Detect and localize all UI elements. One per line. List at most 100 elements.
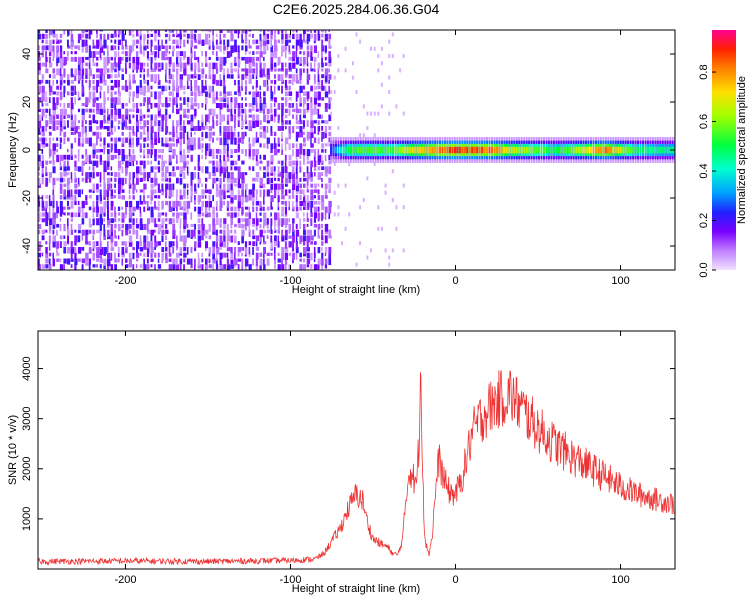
spectrogram-cell (132, 264, 135, 270)
spectrogram-cell (45, 45, 49, 51)
spectrogram-cell (67, 206, 71, 210)
spectrogram-cell (128, 235, 133, 243)
spectrogram-cell (310, 252, 313, 261)
spectrogram-cell (277, 241, 280, 248)
spectrogram-cell (223, 33, 226, 38)
spectrogram-cell (41, 137, 46, 145)
spectrogram-cell (223, 235, 226, 242)
spectrogram-cell (96, 103, 100, 111)
spectrogram-cell (255, 195, 258, 201)
spectrogram-cell (52, 149, 56, 155)
spectrogram-cell (125, 212, 127, 219)
spectrogram-cell (362, 104, 365, 109)
spectrogram-cell (139, 120, 142, 125)
spectrogram-cell (110, 137, 113, 142)
spectrogram-cell (288, 131, 291, 140)
spectrogram-cell (114, 154, 117, 159)
spectrogram-cell (303, 206, 306, 210)
spectrogram-cell (223, 160, 227, 168)
spectrogram-cell (45, 97, 48, 103)
spectrogram-cell (56, 39, 60, 44)
spectrogram-cell (150, 126, 154, 133)
spectrogram-cell (230, 223, 233, 229)
signal-band-cell (513, 146, 516, 154)
spectrogram-cell (324, 154, 327, 162)
spectrogram-cell (176, 189, 179, 198)
spectrogram-cell (212, 45, 215, 51)
spectrogram-cell (143, 252, 146, 257)
spectrogram-cell (317, 131, 320, 135)
spectrogram-cell (205, 62, 208, 67)
spectrogram-cell (237, 103, 241, 109)
spectrogram-cell (263, 91, 266, 97)
spectrogram-cell (176, 154, 178, 162)
spectrogram-cell (63, 126, 66, 130)
spectrogram-cell (132, 177, 135, 185)
colorbar-tick-label: 0.8 (698, 64, 710, 79)
spectrogram-cell (277, 103, 281, 110)
spectrogram-cell (281, 74, 284, 82)
spectrogram-cell (281, 200, 285, 205)
spectrogram-cell (139, 189, 144, 193)
spectrogram-cell (52, 74, 56, 79)
spectrogram-cell (88, 247, 92, 254)
spectrogram-cell (281, 85, 283, 94)
spectrogram-cell (303, 56, 306, 65)
spectrogram-cell (237, 154, 241, 161)
spectrogram-cell (59, 131, 62, 136)
spectrogram-cell (241, 56, 245, 61)
spectrogram-cell (74, 120, 77, 127)
spectrogram-cell (154, 51, 157, 58)
spectrogram-cell (299, 183, 302, 189)
spectrogram-cell (67, 195, 71, 200)
spectrogram-cell (85, 45, 88, 53)
colorbar-ticks: 0.00.20.40.60.8 (698, 64, 716, 278)
spectrogram-cell (299, 264, 303, 270)
spectrogram-cell (317, 235, 321, 239)
spectrogram-cell (263, 166, 266, 171)
spectrogram-cell (157, 79, 161, 85)
spectrogram-cell (186, 56, 190, 65)
spectrogram-cell (212, 137, 214, 143)
spectrogram-cell (38, 154, 41, 162)
spectrogram-cell (52, 103, 56, 111)
spectrogram-cell (114, 218, 117, 223)
spectrogram-cell (77, 56, 82, 65)
spectrogram-cell (179, 189, 182, 195)
spectrogram-cell (121, 33, 125, 41)
spectrogram-cell (117, 212, 121, 216)
spectrogram-cell (219, 56, 223, 64)
spectrogram-cell (165, 235, 168, 240)
spectrogram-cell (168, 131, 172, 135)
spectrogram-cell (277, 258, 281, 263)
spectrogram-cell (288, 235, 292, 239)
spectrogram-cell (143, 114, 146, 119)
spectrogram-cell (263, 223, 265, 229)
spectrogram-cell (121, 229, 124, 237)
x-tick-label: 0 (452, 275, 458, 287)
spectrogram-cell (356, 25, 358, 29)
spectrogram-cell (219, 114, 223, 123)
spectrogram-cell (230, 160, 234, 166)
spectrogram-cell (45, 91, 47, 99)
spectrogram-cell (270, 131, 273, 136)
spectrogram-cell (157, 212, 161, 218)
spectrogram-cell (288, 97, 292, 101)
spectrogram-cell (241, 131, 245, 139)
spectrogram-cell (306, 183, 309, 191)
spectrogram-cell (263, 56, 265, 61)
spectrogram-cell (226, 154, 230, 162)
spectrogram-cell (56, 252, 60, 256)
spectrogram-cell (38, 252, 41, 258)
spectrogram-cell (59, 56, 63, 63)
spectrogram-cell (277, 212, 280, 221)
spectrogram-cell (197, 39, 201, 45)
spectrogram-cell (194, 229, 196, 236)
spectrogram-cell (179, 212, 183, 216)
spectrogram-cell (165, 229, 169, 234)
spectrogram-cell (299, 91, 301, 97)
spectrogram-cell (303, 218, 306, 222)
spectrogram-cell (266, 189, 270, 197)
spectrogram-cell (81, 189, 84, 195)
spectrogram-cell (99, 143, 102, 147)
